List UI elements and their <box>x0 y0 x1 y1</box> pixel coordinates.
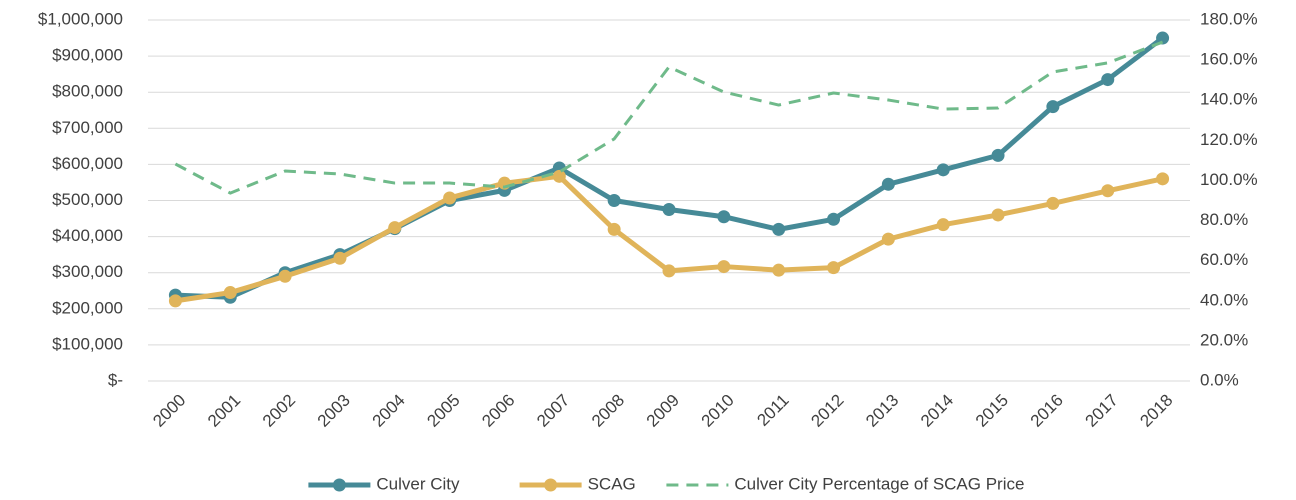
x-tick-label: 2013 <box>862 391 902 431</box>
marker <box>662 203 676 217</box>
x-tick-label: 2001 <box>204 391 244 431</box>
marker <box>168 294 182 308</box>
y2-tick-label: 160.0% <box>1200 50 1258 69</box>
marker <box>717 210 731 224</box>
x-tick-label: 2003 <box>314 391 354 431</box>
marker <box>388 221 402 235</box>
line <box>175 36 1165 300</box>
y-tick-label: $700,000 <box>52 118 123 137</box>
x-tick-label: 2016 <box>1027 391 1067 431</box>
x-tick-label: 2014 <box>917 391 957 431</box>
y-tick-label: $800,000 <box>52 82 123 101</box>
marker <box>1046 196 1060 210</box>
y2-tick-label: 80.0% <box>1200 210 1248 229</box>
marker <box>1101 184 1115 198</box>
marker <box>223 286 237 300</box>
x-tick-label: 2018 <box>1136 391 1176 431</box>
x-tick-label: 2002 <box>259 391 299 431</box>
y2-tick-label: 0.0% <box>1200 370 1239 389</box>
x-tick-label: 2011 <box>753 391 792 430</box>
marker <box>1156 31 1170 45</box>
x-tick-label: 2007 <box>533 391 573 431</box>
legend-label: SCAG <box>588 474 636 493</box>
marker <box>827 212 841 226</box>
marker <box>443 191 457 205</box>
marker <box>607 194 621 207</box>
marker <box>552 169 566 183</box>
legend-item: Culver City <box>308 474 460 493</box>
y-tick-label: $900,000 <box>52 46 123 65</box>
x-tick-label: 2006 <box>478 391 518 431</box>
x-tick-label: 2009 <box>643 391 683 431</box>
marker <box>1156 172 1170 186</box>
y2-tick-label: 140.0% <box>1200 90 1258 109</box>
marker <box>607 222 621 236</box>
x-tick-label: 2015 <box>972 391 1012 431</box>
marker <box>991 148 1005 162</box>
legend-item: Culver City Percentage of SCAG Price <box>666 474 1024 493</box>
legend-label: Culver City Percentage of SCAG Price <box>734 474 1024 493</box>
marker <box>772 263 786 277</box>
legend-label: Culver City <box>376 474 460 493</box>
marker <box>936 163 950 177</box>
y-tick-label: $100,000 <box>52 334 123 353</box>
x-tick-label: 2005 <box>423 391 463 431</box>
marker <box>772 222 786 236</box>
y-tick-label: $400,000 <box>52 226 123 245</box>
legend-marker <box>544 478 558 492</box>
y2-tick-label: 100.0% <box>1200 170 1258 189</box>
marker <box>881 177 895 191</box>
marker <box>881 232 895 246</box>
y2-tick-label: 20.0% <box>1200 330 1248 349</box>
y-tick-label: $300,000 <box>52 262 123 281</box>
y2-tick-label: 120.0% <box>1200 130 1258 149</box>
y-tick-label: $- <box>108 370 123 389</box>
marker <box>991 208 1005 222</box>
y2-tick-label: 60.0% <box>1200 250 1248 269</box>
y-tick-label: $600,000 <box>52 154 123 173</box>
x-tick-label: 2010 <box>698 391 738 431</box>
marker <box>278 269 292 283</box>
marker <box>827 261 841 275</box>
y-tick-label: $1,000,000 <box>38 9 123 28</box>
marker <box>662 264 676 278</box>
x-tick-label: 2017 <box>1082 391 1122 431</box>
x-tick-label: 2000 <box>149 391 189 431</box>
marker <box>717 260 731 274</box>
legend-marker <box>332 478 346 492</box>
x-tick-label: 2012 <box>807 391 847 431</box>
marker <box>333 251 347 265</box>
marker <box>1046 100 1060 114</box>
y-tick-label: $200,000 <box>52 298 123 317</box>
dashed-line <box>174 40 1164 195</box>
y-tick-label: $500,000 <box>52 190 123 209</box>
y2-tick-label: 40.0% <box>1200 290 1248 309</box>
x-tick-label: 2008 <box>588 391 628 431</box>
legend-item: SCAG <box>519 474 636 493</box>
marker <box>936 218 950 232</box>
y2-tick-label: 180.0% <box>1200 9 1258 28</box>
line <box>175 173 1164 304</box>
marker <box>1101 73 1115 87</box>
x-tick-label: 2004 <box>369 391 409 431</box>
